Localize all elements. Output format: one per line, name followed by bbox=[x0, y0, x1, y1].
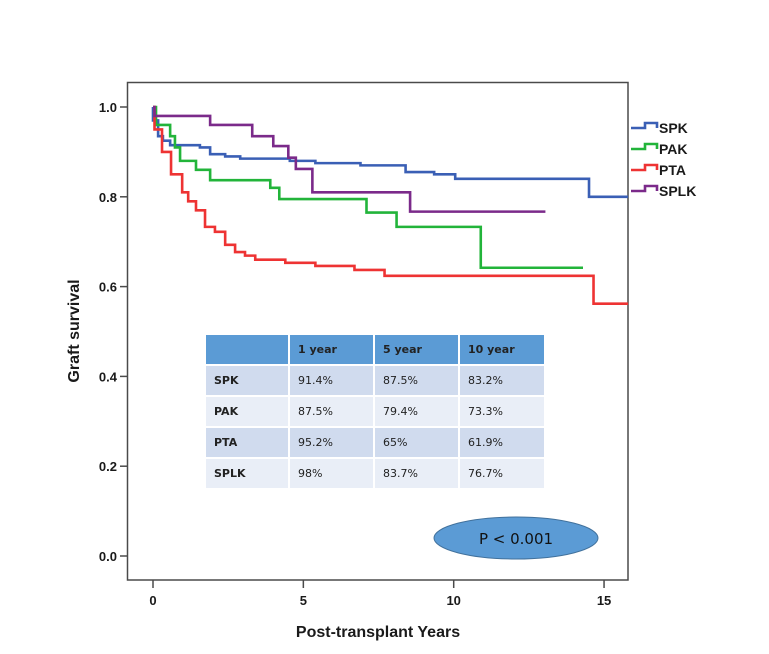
x-axis-title: Post-transplant Years bbox=[296, 624, 460, 641]
table-cell: 79.4% bbox=[375, 397, 458, 426]
table-cell: 83.7% bbox=[375, 459, 458, 488]
y-tick-label: 0.0 bbox=[99, 549, 117, 564]
table-cell: 83.2% bbox=[460, 366, 544, 395]
table-row-label: PAK bbox=[206, 397, 288, 426]
table-cell: 95.2% bbox=[290, 428, 373, 457]
legend-swatch bbox=[631, 163, 659, 172]
table-header-cell: 5 year bbox=[375, 335, 458, 364]
survival-curves bbox=[151, 105, 629, 305]
legend-item-pak: PAK bbox=[631, 141, 688, 157]
x-tick-label: 10 bbox=[446, 593, 460, 608]
legend-item-pta: PTA bbox=[631, 162, 686, 178]
table-header-cell bbox=[206, 335, 288, 364]
curve-splk bbox=[153, 105, 546, 213]
curve-spk bbox=[151, 107, 629, 199]
table-header-row: 1 year 5 year 10 year bbox=[206, 335, 544, 364]
y-tick-label: 0.6 bbox=[99, 280, 117, 295]
legend: SPK PAK PTA SPLK bbox=[631, 120, 696, 199]
table-header-cell: 1 year bbox=[290, 335, 373, 364]
table-cell: 73.3% bbox=[460, 397, 544, 426]
table-cell: 87.5% bbox=[375, 366, 458, 395]
table-row-label: SPLK bbox=[206, 459, 288, 488]
y-tick-label: 0.2 bbox=[99, 459, 117, 474]
legend-item-splk: SPLK bbox=[631, 183, 696, 199]
legend-label: SPK bbox=[659, 120, 688, 136]
table-cell: 61.9% bbox=[460, 428, 544, 457]
x-tick-label: 0 bbox=[149, 593, 156, 608]
table-header-cell: 10 year bbox=[460, 335, 544, 364]
table-row-label: PTA bbox=[206, 428, 288, 457]
y-tick-label: 1.0 bbox=[99, 100, 117, 115]
legend-swatch bbox=[631, 184, 659, 193]
legend-label: PTA bbox=[659, 162, 686, 178]
p-value-ellipse bbox=[433, 516, 599, 560]
curve-pak bbox=[153, 105, 584, 270]
table-row: PAK 87.5% 79.4% 73.3% bbox=[206, 397, 544, 426]
table-cell: 98% bbox=[290, 459, 373, 488]
x-tick-label: 15 bbox=[597, 593, 611, 608]
table-cell: 91.4% bbox=[290, 366, 373, 395]
table-cell: 65% bbox=[375, 428, 458, 457]
table-cell: 87.5% bbox=[290, 397, 373, 426]
legend-label: PAK bbox=[659, 141, 688, 157]
x-tick-label: 5 bbox=[300, 593, 307, 608]
y-tick-label: 0.8 bbox=[99, 190, 117, 205]
p-value-text: P < 0.001 bbox=[479, 530, 553, 548]
survival-rate-table: 1 year 5 year 10 year SPK 91.4% 87.5% 83… bbox=[204, 333, 546, 490]
legend-swatch bbox=[631, 142, 659, 151]
y-axis-title: Graft survival bbox=[66, 279, 83, 382]
curve-pta bbox=[153, 105, 629, 305]
table-row: SPLK 98% 83.7% 76.7% bbox=[206, 459, 544, 488]
legend-swatch bbox=[631, 121, 659, 130]
y-axis: 0.0 0.2 0.4 0.6 0.8 1.0 bbox=[99, 100, 128, 564]
x-axis: 0 5 10 15 bbox=[149, 580, 611, 608]
table-cell: 76.7% bbox=[460, 459, 544, 488]
table-row-label: SPK bbox=[206, 366, 288, 395]
legend-label: SPLK bbox=[659, 183, 696, 199]
plot-frame bbox=[126, 81, 629, 581]
table-row: PTA 95.2% 65% 61.9% bbox=[206, 428, 544, 457]
legend-item-spk: SPK bbox=[631, 120, 688, 136]
y-tick-label: 0.4 bbox=[99, 369, 118, 384]
p-value-badge: P < 0.001 bbox=[433, 516, 599, 560]
table-row: SPK 91.4% 87.5% 83.2% bbox=[206, 366, 544, 395]
